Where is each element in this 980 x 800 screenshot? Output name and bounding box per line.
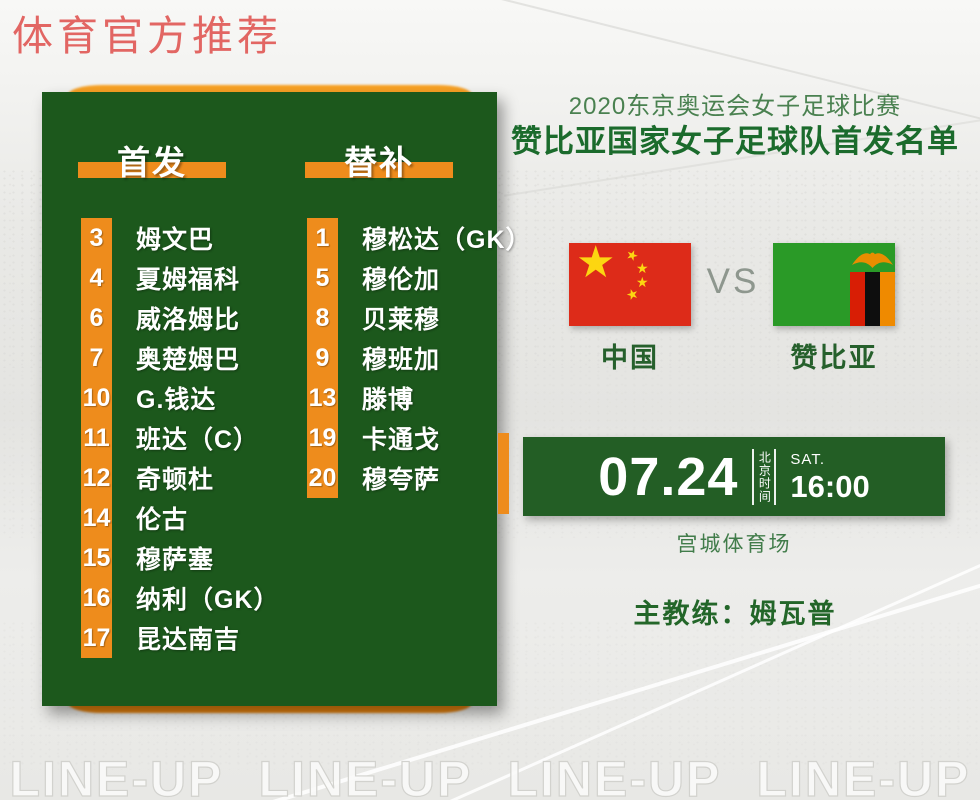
player-row: 8 贝莱穆: [307, 298, 532, 338]
player-row: 9 穆班加: [307, 338, 532, 378]
match-weekday: SAT.: [790, 450, 825, 468]
player-name: 姆文巴: [136, 226, 215, 254]
player-number: 5: [307, 258, 338, 298]
player-number: 13: [307, 378, 338, 418]
player-number: 12: [81, 458, 112, 498]
player-row: 5 穆伦加: [307, 258, 532, 298]
player-row: 13 滕博: [307, 378, 532, 418]
player-name: 奇顿杜: [136, 466, 215, 494]
match-subtitle: 2020东京奥运会女子足球比赛: [568, 93, 902, 120]
promo-text: 体育官方推荐: [12, 13, 282, 59]
china-flag-small-star-icon: ★: [636, 274, 649, 290]
timezone-divider: [752, 448, 755, 505]
player-row: 17 昆达南吉: [81, 618, 280, 658]
timezone-divider: [774, 448, 777, 505]
coach-label: 主教练：姆瓦普: [633, 599, 837, 629]
substitutes-header-bar: 替补: [305, 146, 453, 179]
player-number: 19: [307, 418, 338, 458]
china-flag-small-star-icon: ★: [636, 260, 649, 276]
player-row: 12 奇顿杜: [81, 458, 280, 498]
player-number: 16: [81, 578, 112, 618]
china-flag: ★ ★ ★ ★ ★: [569, 238, 691, 326]
player-row: 19 卡通戈: [307, 418, 532, 458]
player-number: 6: [81, 298, 112, 338]
player-name: G.钱达: [136, 386, 217, 414]
starting-header-label: 首发: [117, 144, 187, 181]
player-row: 1 穆松达（GK）: [307, 218, 532, 258]
player-name: 奥楚姆巴: [136, 346, 241, 374]
match-date: 07.24: [598, 446, 739, 507]
substitutes-header-label: 替补: [344, 144, 414, 181]
zambia-flag: [773, 243, 895, 326]
date-accent-bar: [498, 433, 509, 514]
player-number: 14: [81, 498, 112, 538]
player-name: 夏姆福科: [136, 266, 241, 294]
match-schedule-box: 07.24 北京时间 SAT. 16:00: [523, 437, 945, 516]
lineup-panel: 首发 替补 3 姆文巴 4 夏姆福科 6 威洛姆比: [42, 92, 531, 706]
player-number: 3: [81, 218, 112, 258]
player-row: 20 穆夸萨: [307, 458, 532, 498]
zambia-flag-graphic: [773, 243, 895, 326]
vs-label: VS: [706, 262, 760, 301]
zambia-eagle-icon: [852, 253, 893, 268]
player-name: 纳利（GK）: [136, 586, 280, 614]
match-time: 16:00: [790, 468, 870, 504]
substitute-player-list: 1 穆松达（GK） 5 穆伦加 8 贝莱穆 9 穆班加: [307, 218, 532, 498]
time-group: SAT. 16:00: [790, 452, 869, 502]
player-row: 3 姆文巴: [81, 218, 280, 258]
player-number: 15: [81, 538, 112, 578]
away-team-label: 赞比亚: [790, 343, 878, 373]
player-number: 11: [81, 418, 112, 458]
timezone-group: 北京时间: [752, 448, 777, 506]
player-name: 卡通戈: [362, 426, 441, 454]
player-number: 17: [81, 618, 112, 658]
player-number: 10: [81, 378, 112, 418]
player-row: 4 夏姆福科: [81, 258, 280, 298]
starting-player-list: 3 姆文巴 4 夏姆福科 6 威洛姆比 7 奥楚姆巴: [81, 218, 280, 658]
player-row: 10 G.钱达: [81, 378, 280, 418]
player-name: 伦古: [136, 506, 189, 534]
player-number: 8: [307, 298, 338, 338]
timezone-label: 北京时间: [757, 450, 772, 503]
player-number: 20: [307, 458, 338, 498]
player-name: 穆伦加: [362, 266, 441, 294]
player-row: 11 班达（C）: [81, 418, 280, 458]
match-title: 赞比亚国家女子足球队首发名单: [511, 124, 959, 159]
player-name: 穆夸萨: [362, 466, 441, 494]
player-number: 7: [81, 338, 112, 378]
player-number: 9: [307, 338, 338, 378]
player-name: 穆班加: [362, 346, 441, 374]
player-name: 穆松达（GK）: [362, 226, 532, 254]
player-name: 昆达南吉: [136, 626, 241, 654]
player-name: 班达（C）: [136, 426, 260, 454]
player-row: 14 伦古: [81, 498, 280, 538]
player-name: 威洛姆比: [136, 306, 241, 334]
player-row: 15 穆萨塞: [81, 538, 280, 578]
player-row: 16 纳利（GK）: [81, 578, 280, 618]
player-name: 滕博: [362, 386, 415, 414]
lineup-watermark: LINE-UP LINE-UP LINE-UP LINE-UP: [9, 751, 971, 800]
home-team-label: 中国: [601, 343, 659, 373]
starting-header-bar: 首发: [78, 146, 226, 179]
player-row: 7 奥楚姆巴: [81, 338, 280, 378]
china-flag-big-star-icon: ★: [576, 238, 616, 287]
player-number: 1: [307, 218, 338, 258]
player-row: 6 威洛姆比: [81, 298, 280, 338]
player-name: 穆萨塞: [136, 546, 215, 574]
venue-label: 宫城体育场: [676, 533, 792, 556]
player-name: 贝莱穆: [362, 306, 441, 334]
player-number: 4: [81, 258, 112, 298]
